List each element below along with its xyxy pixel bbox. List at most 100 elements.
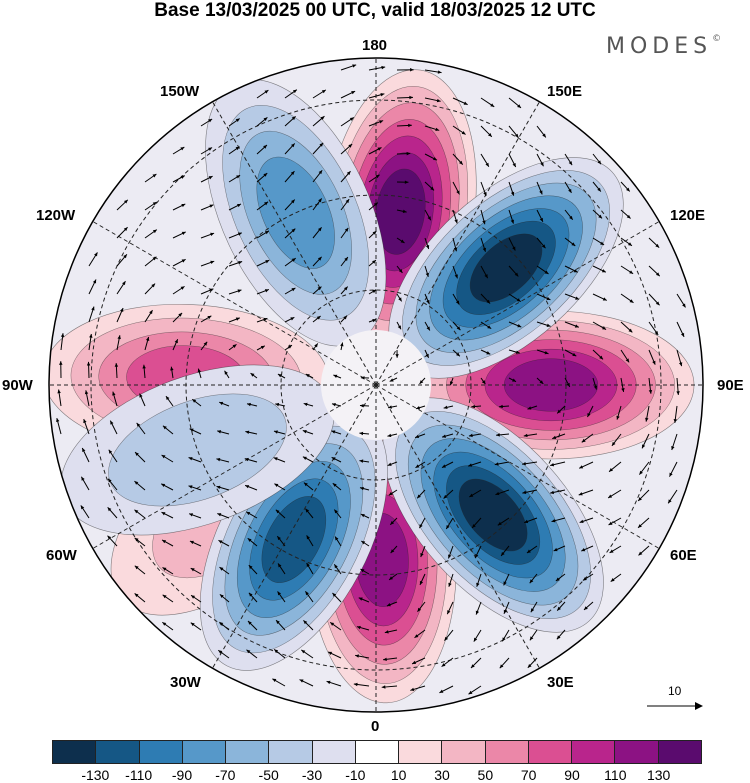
wind-arrow-head <box>145 337 150 341</box>
wind-arrow-head <box>419 580 424 585</box>
meridian-line <box>375 384 540 669</box>
colorbar-tick-label: 70 <box>520 767 537 783</box>
wind-arrow-head <box>359 403 364 408</box>
wind-arrow-head <box>207 315 212 320</box>
wind-arrow-head <box>291 199 295 204</box>
wind-arrow-head <box>550 462 555 467</box>
wind-arrow-head <box>415 434 420 439</box>
wind-arrow-head <box>540 162 544 167</box>
wind-arrow-head <box>331 430 336 434</box>
wind-arrow-head <box>356 625 361 630</box>
colorbar-tick-label: 50 <box>477 767 494 783</box>
colorbar-tick-label: 110 <box>604 767 627 783</box>
wind-arrow-head <box>332 483 337 487</box>
wind-arrow-head <box>524 519 529 524</box>
wind-arrow-head <box>526 549 531 553</box>
wind-arrow-head <box>516 298 521 302</box>
wind-arrow-head <box>626 214 631 219</box>
wind-arrow-head <box>181 203 186 208</box>
wind-arrow-head <box>529 579 534 584</box>
lon-label-120w: 120W <box>36 207 76 224</box>
wind-arrow-head <box>601 269 606 273</box>
wind-arrow-head <box>608 521 613 525</box>
wind-arrow-head <box>433 156 438 161</box>
latitude-circle <box>90 99 662 671</box>
wind-arrow-head <box>246 649 251 654</box>
wind-arrow-head <box>550 490 555 495</box>
wind-arrow-head <box>582 577 587 581</box>
wind-arrow-head <box>238 261 243 265</box>
wind-arrow-head <box>556 635 561 640</box>
wind-arrow-head <box>384 630 389 634</box>
wind-arrow-head <box>400 239 405 243</box>
wind-arrow-head <box>272 678 277 683</box>
wind-arrow-head <box>654 331 659 335</box>
wind-arrow-head <box>232 344 237 348</box>
wind-arrow-head <box>426 299 430 304</box>
wind-arrow-head <box>360 376 365 380</box>
wind-arrow-head <box>655 301 660 306</box>
wind-arrow-head <box>248 565 253 569</box>
wind-arrow-head <box>273 430 278 434</box>
wind-arrow-head <box>218 540 223 544</box>
meridian-line <box>92 221 377 386</box>
wind-arrow-head <box>162 539 167 544</box>
wind-arrow-head <box>678 362 683 367</box>
wind-arrow-head <box>375 174 380 179</box>
wind-arrow-head <box>306 562 310 567</box>
wind-arrow-head <box>372 289 377 294</box>
wind-arrow-head <box>443 494 448 499</box>
wind-arrow-head <box>317 227 322 232</box>
wind-arrow-head <box>162 567 167 571</box>
wind-arrow-head <box>291 287 296 292</box>
wind-arrow-head <box>216 485 221 490</box>
wind-arrow-head <box>638 551 643 556</box>
wind-arrow-head <box>652 360 656 365</box>
wind-arrow-head <box>333 374 338 378</box>
wind-arrow-head <box>472 524 476 528</box>
wind-arrow-head <box>673 419 678 423</box>
wind-arrow-head <box>645 417 649 422</box>
wind-arrow-head <box>335 536 339 541</box>
wind-arrow-head <box>655 272 660 277</box>
wind-arrow-head <box>245 485 250 489</box>
wind-arrow-head <box>569 215 573 220</box>
wind-arrow-head <box>555 577 560 582</box>
wind-arrow-head <box>568 188 572 193</box>
wind-arrow-head <box>486 351 491 355</box>
wind-arrow-head <box>108 449 113 454</box>
wind-arrow-head <box>162 425 167 430</box>
wind-arrow-head <box>134 509 139 514</box>
wind-arrow-head <box>496 433 500 437</box>
wind-arrow-head <box>579 465 584 469</box>
wind-arrow-head <box>217 513 222 517</box>
wind-arrow-head <box>639 470 643 475</box>
wind-arrow-head <box>92 279 97 284</box>
wind-arrow-head <box>420 553 424 558</box>
colorbar-swatch <box>225 741 269 763</box>
wind-arrow-head <box>314 343 318 348</box>
wind-arrow-head <box>609 468 613 472</box>
wind-arrow-head <box>527 406 532 410</box>
wind-arrow-head <box>468 463 473 467</box>
map-border <box>48 57 704 713</box>
wind-arrow-head <box>218 650 223 654</box>
wind-arrow-head <box>120 308 124 313</box>
wind-arrow-head <box>441 663 446 667</box>
wind-arrow-head <box>512 162 516 167</box>
wind-arrow-head <box>180 286 185 290</box>
colorbar-swatch <box>53 741 96 763</box>
colorbar-swatch <box>398 741 442 763</box>
wind-arrow-head <box>139 393 143 398</box>
wind-arrow-head <box>89 333 93 338</box>
meridian-line <box>375 221 660 386</box>
wind-arrow-head <box>245 430 250 434</box>
wind-arrow-head <box>219 401 224 406</box>
wind-arrow-head <box>275 509 280 514</box>
wind-arrow-head <box>237 203 242 208</box>
wind-arrow-head <box>328 651 333 656</box>
wind-arrow-head <box>502 637 506 642</box>
wind-arrow-head <box>602 326 607 330</box>
wind-arrow-head <box>332 593 337 597</box>
wind-arrow-head <box>669 472 673 477</box>
